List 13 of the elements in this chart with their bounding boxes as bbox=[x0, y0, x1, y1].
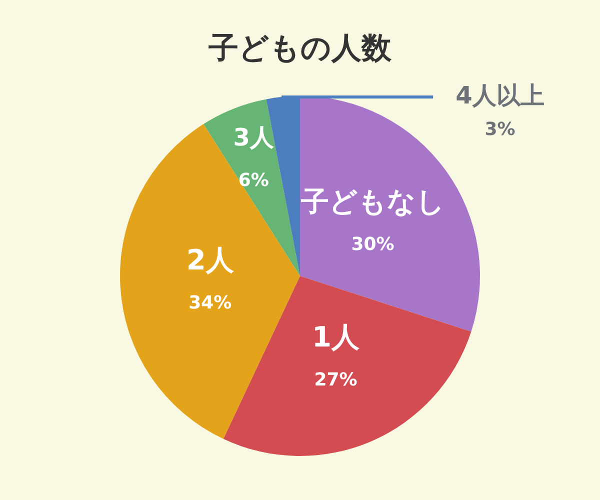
slice-label: 1人 bbox=[312, 320, 360, 354]
data-label: 6% bbox=[238, 170, 269, 191]
data-label: 34% bbox=[188, 292, 232, 314]
slice-label: 2人 bbox=[186, 243, 235, 276]
chart-title: 子どもの人数 bbox=[208, 31, 392, 66]
slice-label: 子どもなし bbox=[300, 184, 445, 218]
slice-label: 3人 bbox=[233, 123, 275, 152]
pie-slice bbox=[204, 99, 300, 276]
pie-slice bbox=[120, 124, 300, 439]
slice-label: 4人以上 bbox=[456, 82, 544, 110]
data-label: 27% bbox=[314, 370, 358, 391]
data-label: 30% bbox=[351, 234, 394, 256]
data-label: 3% bbox=[484, 118, 516, 140]
